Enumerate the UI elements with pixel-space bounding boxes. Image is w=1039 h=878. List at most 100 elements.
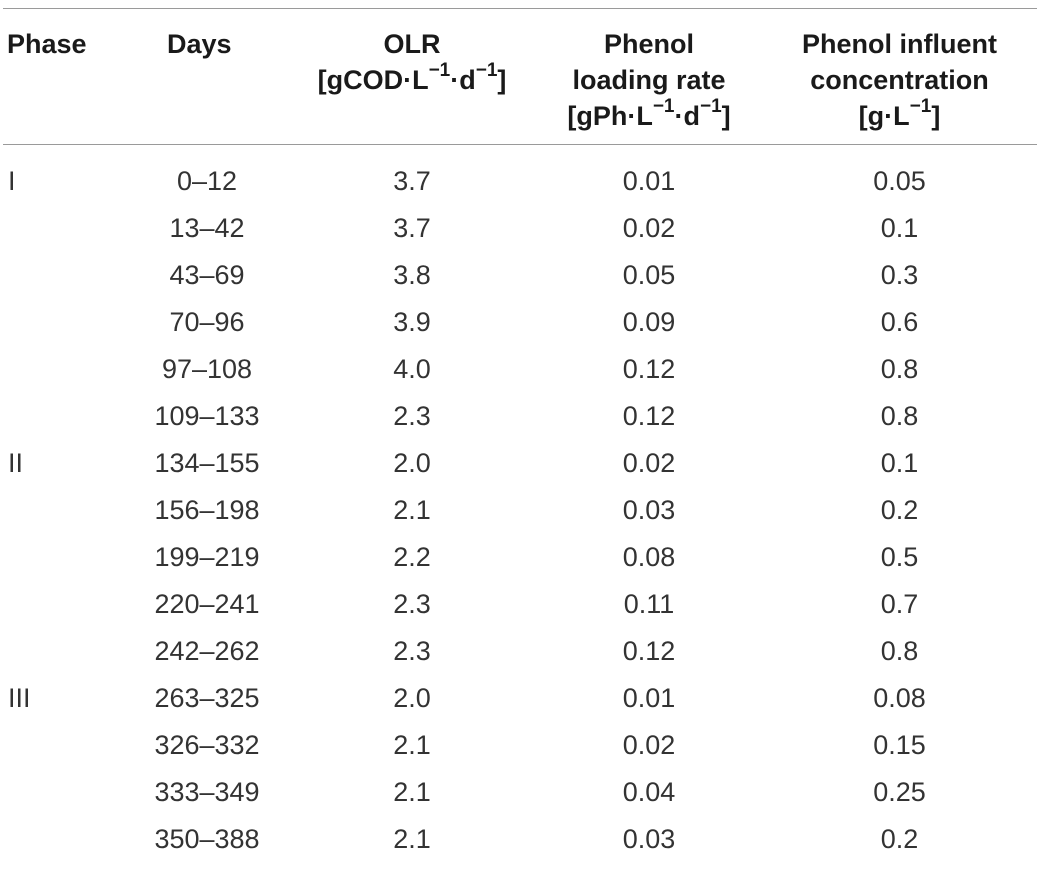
cell-days: 220–241 (154, 589, 260, 619)
cell-phenol-loading-rate: 0.08 (622, 542, 676, 572)
cell-phenol-influent-concentration: 0.8 (880, 401, 919, 431)
header-plr-line2: loading rate (572, 65, 726, 95)
table-row: II 134–155 2.0 0.02 0.1 (3, 440, 1037, 487)
cell-phenol-loading-rate: 0.11 (623, 589, 675, 619)
cell-phenol-loading-rate: 0.04 (622, 777, 676, 807)
header-phenol-influent-concentration: Phenol influent concentration [g·L−1] (762, 9, 1037, 144)
table-row: 13–42 3.7 0.02 0.1 (3, 205, 1037, 252)
cell-olr: 2.1 (393, 777, 431, 807)
cell-phase (3, 581, 110, 628)
cell-phase: III (8, 683, 31, 713)
header-bottom-rule (3, 144, 1037, 145)
table-row: 350–388 2.1 0.03 0.2 (3, 816, 1037, 863)
cell-days: 263–325 (154, 683, 260, 713)
header-plr-line1: Phenol (603, 29, 694, 59)
cell-olr: 4.0 (393, 354, 431, 384)
cell-olr: 2.1 (393, 824, 431, 854)
cell-phenol-loading-rate: 0.03 (622, 824, 676, 854)
data-table-container: Phase Days OLR [gCOD·L−1·d−1] Phenol loa… (3, 8, 1037, 863)
cell-phenol-loading-rate: 0.05 (622, 260, 676, 290)
cell-olr: 3.7 (393, 165, 431, 196)
cell-phenol-influent-concentration: 0.1 (880, 448, 919, 478)
cell-phenol-influent-concentration: 0.6 (880, 307, 919, 337)
cell-olr: 2.3 (393, 636, 431, 666)
header-pic-line2: concentration (810, 65, 989, 95)
cell-phenol-loading-rate: 0.02 (622, 213, 676, 243)
cell-phase (3, 205, 110, 252)
table-header: Phase Days OLR [gCOD·L−1·d−1] Phenol loa… (3, 9, 1037, 144)
header-phase-label: Phase (7, 29, 87, 59)
cell-phase (3, 769, 110, 816)
table-row: 97–108 4.0 0.12 0.8 (3, 346, 1037, 393)
table-top-rule (3, 8, 1037, 9)
cell-phase (3, 393, 110, 440)
cell-phenol-loading-rate: 0.01 (622, 165, 676, 196)
cell-days: 350–388 (154, 824, 260, 854)
cell-days: 13–42 (169, 213, 245, 243)
header-pic-line3: [g·L−1] (858, 96, 941, 131)
table-row: 199–219 2.2 0.08 0.5 (3, 534, 1037, 581)
table-row: 333–349 2.1 0.04 0.25 (3, 769, 1037, 816)
header-phase: Phase (3, 9, 110, 144)
cell-phenol-loading-rate: 0.01 (622, 683, 676, 713)
cell-phase (3, 628, 110, 675)
cell-days: 326–332 (154, 730, 260, 760)
cell-days: 0–12 (176, 165, 238, 196)
table-row: 326–332 2.1 0.02 0.15 (3, 722, 1037, 769)
cell-phenol-loading-rate: 0.12 (622, 354, 676, 384)
table-row: 70–96 3.9 0.09 0.6 (3, 299, 1037, 346)
cell-olr: 3.7 (393, 213, 431, 243)
cell-phenol-influent-concentration: 0.2 (880, 495, 919, 525)
cell-phase (3, 487, 110, 534)
cell-phenol-influent-concentration: 0.8 (880, 636, 919, 666)
cell-phenol-influent-concentration: 0.05 (873, 165, 926, 196)
cell-olr: 2.0 (393, 683, 431, 713)
header-phenol-loading-rate: Phenol loading rate [gPh·L−1·d−1] (536, 9, 762, 144)
table-row: 109–133 2.3 0.12 0.8 (3, 393, 1037, 440)
cell-phenol-loading-rate: 0.12 (622, 401, 676, 431)
header-days: Days (110, 9, 288, 144)
cell-olr: 2.3 (393, 589, 431, 619)
cell-days: 43–69 (169, 260, 245, 290)
cell-phenol-loading-rate: 0.12 (622, 636, 676, 666)
cell-phenol-influent-concentration: 0.15 (873, 730, 926, 760)
cell-olr: 2.1 (393, 495, 431, 525)
cell-phase (3, 346, 110, 393)
cell-olr: 2.1 (393, 730, 431, 760)
cell-days: 109–133 (154, 401, 260, 431)
table-body: I 0–12 3.7 0.01 0.05 13–42 3.7 0.02 0.1 43–69 3.8 0… (3, 145, 1037, 863)
phenol-operation-table-body: I 0–12 3.7 0.01 0.05 13–42 3.7 0.02 0.1 43–69 3.8 0… (3, 145, 1037, 863)
header-plr-line3: [gPh·L−1·d−1] (567, 96, 731, 131)
cell-olr: 2.0 (393, 448, 431, 478)
header-olr-line1: OLR (383, 29, 441, 59)
cell-phase (3, 534, 110, 581)
cell-phenol-influent-concentration: 0.3 (880, 260, 919, 290)
cell-phase: I (8, 165, 16, 196)
cell-phenol-loading-rate: 0.09 (622, 307, 676, 337)
cell-phenol-influent-concentration: 0.08 (873, 683, 926, 713)
table-row: 220–241 2.3 0.11 0.7 (3, 581, 1037, 628)
table-row: III 263–325 2.0 0.01 0.08 (3, 675, 1037, 722)
cell-days: 134–155 (154, 448, 260, 478)
cell-olr: 3.9 (393, 307, 431, 337)
cell-days: 70–96 (169, 307, 245, 337)
cell-phenol-influent-concentration: 0.7 (880, 589, 919, 619)
cell-phase (3, 299, 110, 346)
cell-days: 156–198 (154, 495, 260, 525)
cell-phenol-influent-concentration: 0.2 (880, 824, 919, 854)
cell-days: 242–262 (154, 636, 260, 666)
header-pic-line1: Phenol influent (802, 29, 997, 59)
header-olr: OLR [gCOD·L−1·d−1] (288, 9, 536, 144)
table-row: 242–262 2.3 0.12 0.8 (3, 628, 1037, 675)
header-olr-line2: [gCOD·L−1·d−1] (317, 60, 507, 95)
phenol-operation-table: Phase Days OLR [gCOD·L−1·d−1] Phenol loa… (3, 9, 1037, 144)
cell-phenol-influent-concentration: 0.5 (880, 542, 919, 572)
cell-days: 97–108 (161, 354, 253, 384)
table-row: I 0–12 3.7 0.01 0.05 (3, 145, 1037, 205)
header-days-label: Days (167, 29, 232, 59)
table-row: 156–198 2.1 0.03 0.2 (3, 487, 1037, 534)
cell-phase (3, 816, 110, 863)
cell-phase: II (8, 448, 24, 478)
cell-olr: 2.2 (393, 542, 431, 572)
table-row: 43–69 3.8 0.05 0.3 (3, 252, 1037, 299)
